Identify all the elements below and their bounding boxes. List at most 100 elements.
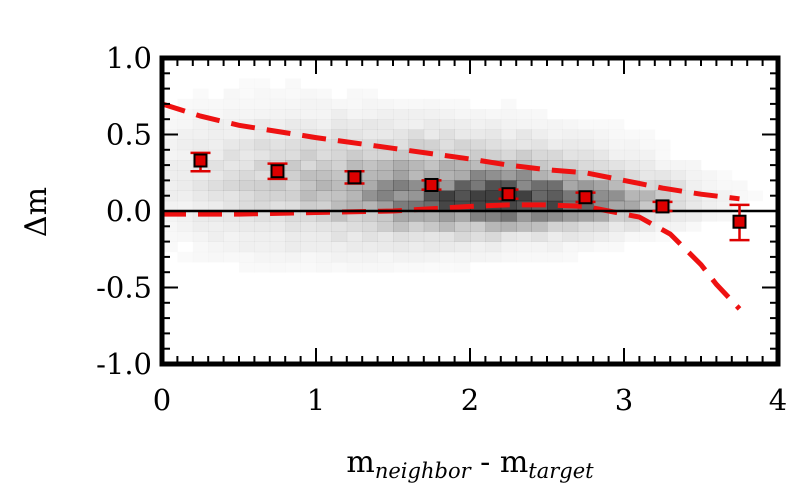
density-bin <box>192 221 209 232</box>
density-bin <box>470 119 486 130</box>
density-bin <box>192 139 209 151</box>
density-bin <box>208 200 224 212</box>
density-bin <box>270 89 286 100</box>
density-bin <box>470 149 486 161</box>
density-bin <box>547 139 563 151</box>
density-bin <box>408 221 425 232</box>
density-bin <box>346 231 363 242</box>
density-bin <box>424 99 440 110</box>
density-bin <box>377 119 394 130</box>
density-bin <box>316 211 332 222</box>
density-bin <box>177 119 193 130</box>
density-bin <box>531 149 548 161</box>
density-bin <box>516 129 532 140</box>
density-bin <box>531 241 548 253</box>
density-bin <box>532 109 548 120</box>
density-bin <box>300 221 317 232</box>
density-bin <box>331 221 348 232</box>
density-bin <box>192 170 209 181</box>
data-point <box>575 190 596 205</box>
density-bin <box>485 221 502 232</box>
density-bin <box>685 180 702 191</box>
density-bin <box>577 160 594 171</box>
density-bin <box>423 139 440 151</box>
density-bin <box>300 109 317 120</box>
density-bin <box>300 200 317 212</box>
density-bin <box>531 211 548 222</box>
density-bin <box>501 99 517 110</box>
density-bin <box>408 190 425 202</box>
density-bin <box>439 200 455 212</box>
density-bin <box>500 221 517 232</box>
density-bin <box>608 170 625 181</box>
density-bin <box>485 119 502 130</box>
density-bin <box>162 139 178 151</box>
density-bin <box>532 119 548 130</box>
density-bin <box>609 242 625 253</box>
density-bin <box>500 160 517 171</box>
density-bin <box>655 140 671 151</box>
density-bin <box>455 109 471 120</box>
density-bin <box>269 119 286 130</box>
density-bin <box>685 170 702 181</box>
density-bin <box>593 139 609 151</box>
density-bin <box>223 211 240 222</box>
density-bin <box>562 119 578 130</box>
density-bin <box>470 170 486 181</box>
density-bin <box>516 180 532 191</box>
density-bin <box>408 200 425 212</box>
density-bin <box>316 149 332 161</box>
density-bin <box>408 251 425 263</box>
density-bin <box>285 129 301 140</box>
data-point <box>190 151 211 173</box>
density-bin <box>439 160 455 171</box>
density-bin <box>300 149 317 161</box>
density-bin <box>208 129 224 140</box>
density-bin <box>346 241 363 253</box>
density-bin <box>608 231 625 242</box>
density-bin <box>316 221 332 232</box>
density-bin <box>608 149 625 161</box>
density-bin <box>346 200 363 212</box>
density-bin <box>362 99 378 110</box>
density-bin <box>470 160 486 171</box>
data-point <box>421 177 442 192</box>
density-bin <box>670 180 686 191</box>
density-bin <box>362 211 378 222</box>
density-bin <box>285 119 301 130</box>
density-bin <box>516 149 532 161</box>
density-bin <box>516 119 532 130</box>
density-bin <box>331 129 348 140</box>
density-bin <box>593 149 609 161</box>
y-tick-label: 1.0 <box>106 41 152 75</box>
density-bin <box>362 160 378 171</box>
density-bin <box>547 170 563 181</box>
density-bin <box>393 262 409 273</box>
density-bin <box>362 251 378 263</box>
density-bin <box>331 241 348 253</box>
point-marker <box>347 170 362 185</box>
density-bin <box>208 170 224 181</box>
density-bin <box>716 211 732 222</box>
density-bin <box>501 252 517 263</box>
density-bin <box>254 180 271 191</box>
density-bin <box>547 149 563 161</box>
density-bin <box>254 139 271 151</box>
density-bin <box>408 109 425 120</box>
density-bin <box>285 99 301 110</box>
density-bin <box>362 241 378 253</box>
density-bin <box>239 262 255 273</box>
density-bin <box>577 149 594 161</box>
density-bin <box>362 180 378 191</box>
density-bin <box>655 150 671 161</box>
point-marker <box>424 177 439 192</box>
density-bin <box>377 149 394 161</box>
density-bin <box>501 109 517 120</box>
density-bin <box>516 170 532 181</box>
density-bin <box>208 180 224 191</box>
density-bin <box>285 262 301 273</box>
density-bin <box>224 99 240 110</box>
density-bin <box>624 231 640 242</box>
density-bin <box>593 190 609 202</box>
density-bin <box>608 139 625 151</box>
